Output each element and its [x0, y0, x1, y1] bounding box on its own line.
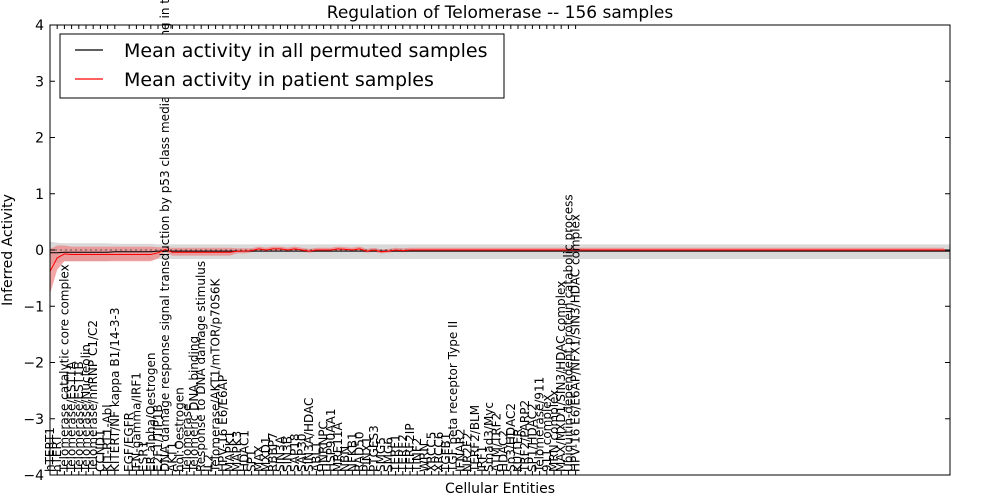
x-category-label: TERF2IP: [403, 423, 417, 473]
chart-title: Regulation of Telomerase -- 156 samples: [327, 3, 674, 23]
x-category-label: NR2F2: [461, 433, 475, 473]
y-tick-label: −3: [23, 412, 44, 428]
x-category-label: NFKB1: [345, 432, 359, 472]
x-category-label: hTERT: [50, 434, 64, 472]
x-category-label: IRF1: [475, 446, 489, 472]
x-category-label: KIT-RT1-Abl: [101, 404, 115, 472]
x-category-label: PTGES3: [367, 425, 381, 472]
x-category-label: Sp3/HDAC2: [504, 403, 518, 472]
x-category-label: TRF2/PARP2: [518, 400, 532, 473]
x-category-label: ESR1: [137, 441, 151, 472]
x-category-label: SIN3B: [281, 436, 295, 472]
x-category-label: SP1/HDAC2: [525, 403, 539, 472]
x-category-label: ER alpha/Oestrogen: [144, 353, 158, 472]
y-tick-label: −4: [23, 468, 44, 484]
x-category-label: MRE11A: [331, 421, 345, 472]
x-category-label: Telomerase: [180, 404, 194, 473]
x-category-label: SIN3A/HDAC: [302, 398, 316, 472]
x-category-label: MAPK1: [223, 431, 237, 472]
x-category-label: MAX/MXD1/SIN3/HDAC complex: [554, 281, 568, 472]
x-category-label: MRN complex: [547, 390, 561, 472]
x-category-label: Response to DNA damage stimulus: [194, 261, 208, 472]
x-category-label: IFN-gamma/IRF1: [129, 372, 143, 472]
y-tick-label: 1: [35, 187, 44, 203]
x-category-label: EGF/EGFR: [122, 412, 136, 472]
legend-label-patient: Mean activity in patient samples: [124, 69, 434, 91]
y-tick-label: 3: [35, 74, 44, 90]
x-category-label: TINF2: [410, 438, 424, 473]
x-category-label: NBN: [338, 446, 352, 472]
x-category-label: AKT1: [165, 442, 179, 472]
x-category-label: TGF beta receptor Type II: [446, 321, 460, 473]
x-category-label: hol:Oestrogen: [173, 387, 187, 472]
x-category-label: Telomerase/EST1B: [72, 361, 86, 473]
x-category-label: Telomerase/AKT1/mTOR/p70S6K: [209, 277, 223, 473]
x-category-label: SIN3A: [273, 435, 287, 472]
x-category-label: SAP18: [288, 433, 302, 472]
x-category-label: HDAC2: [497, 430, 511, 472]
x-category-label: XRCC5: [425, 432, 439, 472]
x-category-label: HSP90AA1: [324, 408, 338, 472]
x-category-label: HPV-16 E6/E6AP: [216, 375, 230, 472]
y-tick-label: 4: [35, 18, 44, 34]
legend: Mean activity in all permuted samples Me…: [59, 33, 505, 99]
y-axis-label: Inferred Activity: [0, 194, 16, 306]
x-category-label: MAX: [252, 445, 266, 472]
x-category-label: Ubiquitin-dependent protein catabolic pr…: [561, 194, 575, 472]
x-category-label: RBBP7: [266, 432, 280, 472]
x-category-label: Telomerase/911: [533, 377, 547, 473]
y-tick-label: −2: [23, 356, 44, 372]
x-axis-label: Cellular Entities: [445, 481, 555, 497]
x-category-label: 911 complex: [540, 394, 554, 472]
x-category-label: TGFB1: [439, 433, 453, 473]
y-tick-label: 0: [35, 243, 44, 259]
x-category-label: E2F1/TIP1B: [151, 404, 165, 472]
x-category-label: HDAC1: [237, 430, 251, 472]
x-category-label: WRN: [417, 443, 431, 472]
x-category-label: KITERT/NF kappa B1/14-3-3: [108, 308, 122, 472]
x-category-label: TERF2: [396, 434, 410, 473]
x-category-label: MAPK3: [230, 431, 244, 472]
x-category-label: Telomeric DNA binding: [187, 336, 201, 473]
x-category-label: Telomerase catalytic core complex: [57, 264, 71, 473]
x-category-label: Smad3/Myc: [482, 402, 496, 472]
x-category-label: IFNAR2: [453, 428, 467, 472]
x-category-label: SMG6: [381, 437, 395, 472]
x-category-label: HPV-16 E6/E6AP/NFX1/SIN3/HDAC complex: [569, 214, 583, 472]
x-category-label: ABL1: [309, 441, 323, 472]
patient-mean-line: [49, 248, 950, 272]
x-category-label: SP1: [245, 450, 259, 473]
x-category-label: TERF1: [389, 434, 403, 473]
x-category-label: Telomerase/hnRNP C1/C2: [86, 320, 100, 473]
x-category-label: MXD1: [259, 437, 273, 472]
x-category-label: Telomerase/EST1A: [65, 360, 79, 473]
x-category-label: TERF2/BLM: [468, 405, 482, 473]
y-tick-label: −1: [23, 299, 44, 315]
x-category-label: CCND1: [93, 429, 107, 472]
permuted-mean-line: [50, 250, 950, 254]
legend-frame: [59, 33, 505, 99]
x-category-label: HNRNPC: [317, 421, 331, 472]
x-category-label: RAD50: [353, 431, 367, 472]
x-category-label: XRCC6: [432, 432, 446, 472]
x-category-label: DNA damage response signal transduction …: [158, 0, 172, 472]
legend-label-permuted: Mean activity in all permuted samples: [124, 40, 487, 62]
y-tick-label: 2: [35, 131, 44, 147]
x-category-label: ATM/TRF2: [489, 413, 503, 472]
x-category-label: IL2: [201, 454, 215, 472]
plot-frame: [49, 24, 951, 476]
x-category-label: PINX1: [360, 436, 374, 472]
x-category-label: SAP30: [295, 433, 309, 472]
x-category-label: SMG5: [374, 437, 388, 472]
x-category-label: Telomerase/Nucleolin: [79, 344, 93, 473]
x-category-label: KU/TER: [511, 428, 525, 472]
